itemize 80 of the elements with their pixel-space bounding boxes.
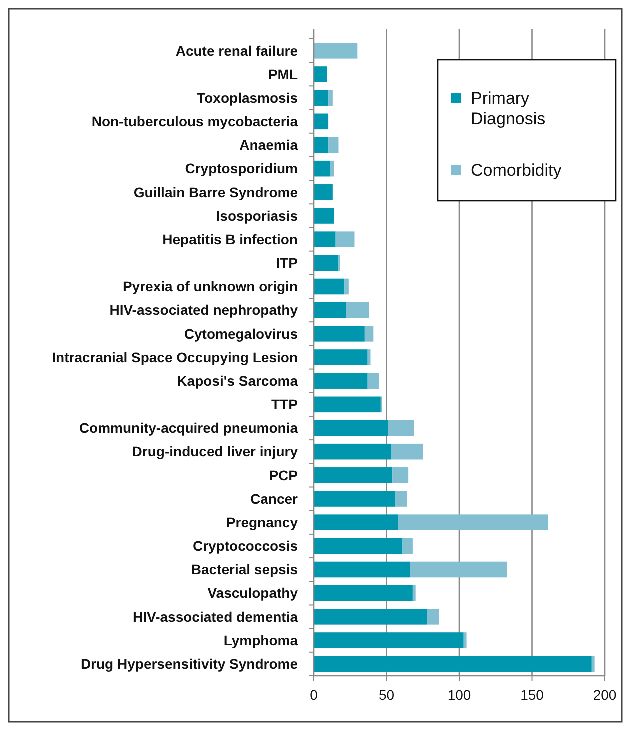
bar: [314, 444, 392, 460]
x-tick-label: 200: [593, 687, 617, 703]
y-tick-label: Isosporiasis: [216, 208, 298, 224]
y-tick-label: Community-acquired pneumonia: [79, 420, 298, 436]
y-tick-label: Kaposi's Sarcoma: [177, 372, 298, 389]
x-tick-label: 0: [310, 687, 318, 703]
bar: [314, 585, 413, 602]
bar: [412, 585, 416, 602]
bar: [314, 396, 381, 413]
bar: [427, 609, 440, 625]
bar: [314, 255, 339, 272]
legend-label: Primary Diagnosis: [471, 88, 546, 128]
x-tick-label: 150: [520, 687, 544, 703]
bar: [388, 420, 414, 436]
bar: [410, 562, 508, 578]
legend-label: Comorbidity: [471, 160, 562, 180]
y-tick-label: Drug-induced liver injury: [132, 444, 298, 460]
bar: [314, 562, 410, 578]
y-tick-label: Cytomegalovirus: [184, 326, 298, 342]
bar: [314, 632, 464, 648]
bar: [314, 232, 336, 248]
bar: [464, 632, 467, 648]
y-tick-label: Toxoplasmosis: [197, 90, 298, 106]
y-tick-label: PCP: [269, 467, 298, 484]
y-tick-label: Drug Hypersensitivity Syndrome: [80, 656, 298, 672]
y-tick-label: Lymphoma: [224, 632, 298, 648]
y-tick-label: Cryptosporidium: [185, 160, 298, 177]
bar: [364, 326, 374, 342]
bar: [314, 491, 396, 507]
bar: [314, 538, 403, 554]
y-tick-label: Anaemia: [240, 137, 298, 154]
bar: [314, 184, 333, 200]
y-tick-label: Non-tuberculous mycobacteria: [92, 114, 298, 130]
bar: [395, 491, 408, 507]
bar: [314, 302, 346, 318]
bar: [314, 66, 328, 82]
bar: [314, 137, 329, 154]
bar: [402, 538, 413, 554]
bar: [314, 468, 393, 484]
bar: [314, 373, 368, 389]
bar: [391, 444, 424, 460]
y-tick-label: ITP: [276, 255, 298, 272]
bar: [314, 160, 330, 177]
y-tick-label: Acute renal failure: [176, 42, 298, 59]
bar: [314, 208, 334, 224]
bar: [368, 373, 380, 389]
bar: [592, 656, 595, 672]
y-tick-label: HIV-associated dementia: [133, 608, 298, 625]
y-tick-label: PML: [268, 66, 298, 82]
y-tick-label: TTP: [272, 396, 298, 413]
bar: [314, 609, 428, 625]
y-tick-label: Hepatitis B infection: [162, 231, 298, 248]
y-tick-label: HIV-associated nephropathy: [110, 302, 298, 318]
bar: [314, 90, 329, 106]
y-tick-label: Intracranial Space Occupying Lesion: [52, 349, 298, 366]
bar: [328, 90, 333, 106]
bar: [314, 514, 398, 530]
bar: [346, 302, 370, 318]
bar: [392, 468, 409, 484]
y-tick-label: Pregnancy: [226, 514, 298, 530]
y-tick-label: Bacterial sepsis: [191, 562, 298, 578]
bar: [344, 278, 349, 295]
bar: [314, 420, 388, 436]
bar: [314, 43, 358, 59]
x-tick-label: 100: [448, 687, 472, 703]
y-tick-label: Vasculopathy: [208, 585, 298, 602]
bar: [336, 232, 355, 248]
x-tick-label: 50: [378, 687, 395, 703]
y-tick-label: Cryptococcosis: [192, 538, 298, 554]
bar: [314, 350, 368, 366]
y-tick-label: Cancer: [250, 490, 299, 507]
y-tick-label: Pyrexia of unknown origin: [122, 278, 298, 295]
bar: [314, 326, 365, 342]
bar: [314, 278, 345, 295]
bar: [328, 137, 339, 154]
bar: [314, 656, 592, 672]
bar: [330, 160, 334, 177]
y-tick-label: Guillain Barre Syndrome: [134, 184, 298, 200]
bar: [398, 514, 548, 530]
bar: [314, 114, 329, 130]
